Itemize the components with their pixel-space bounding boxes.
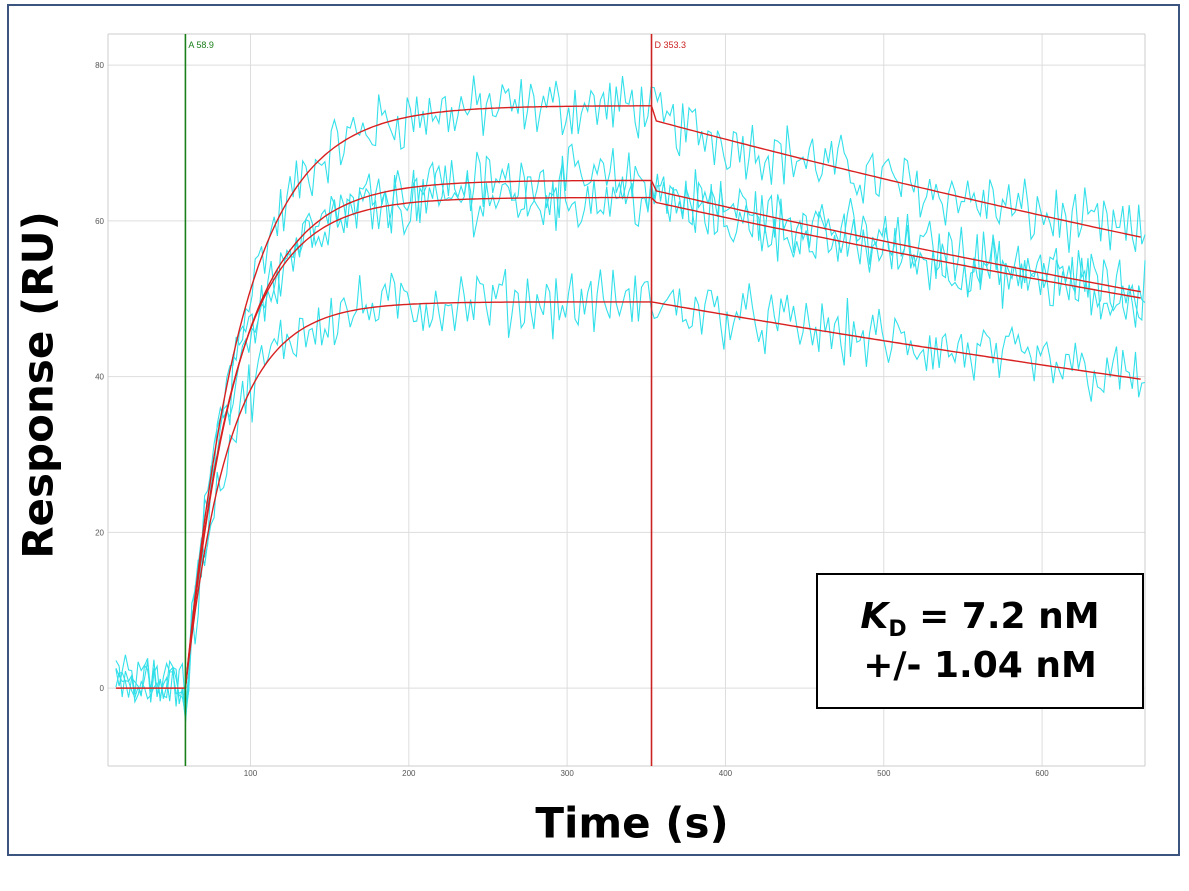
chart-frame: [7, 4, 1180, 856]
fit-dissociation-1: [650, 105, 1141, 238]
marker-label-2: D 353.3: [655, 40, 687, 50]
kd-value: = 7.2 nM: [906, 595, 1100, 637]
y-tick-label: 40: [95, 373, 104, 382]
fit-association-4: [184, 301, 652, 689]
raw-trace-4: [115, 268, 1146, 716]
axes: [107, 33, 1146, 767]
x-tick-label: 300: [560, 769, 574, 778]
kd-annotation-box: KD = 7.2 nM +/- 1.04 nM: [816, 573, 1144, 709]
x-tick-label: 500: [877, 769, 891, 778]
kd-subscript: D: [888, 616, 907, 642]
x-tick-label: 600: [1035, 769, 1049, 778]
x-tick-label: 100: [244, 769, 258, 778]
injection-markers: A 58.9 D 353.3: [184, 34, 687, 766]
y-tick-label: 60: [95, 217, 104, 226]
x-tick-label: 200: [402, 769, 416, 778]
fit-dissociation-2: [650, 180, 1141, 293]
tick-labels: 100 200 300 400 500 600 0 20 40 60 80: [95, 61, 1049, 778]
fit-association-3: [184, 196, 652, 689]
fit-association-2: [184, 179, 652, 689]
y-axis-label: Response (RU): [13, 211, 63, 559]
marker-label-1: A 58.9: [188, 40, 214, 50]
y-tick-label: 20: [95, 528, 104, 537]
raw-traces: [115, 75, 1146, 722]
kd-error-line: +/- 1.04 nM: [863, 645, 1097, 687]
x-tick-label: 400: [719, 769, 733, 778]
kd-value-line: KD = 7.2 nM: [860, 594, 1099, 644]
kd-symbol: K: [860, 595, 889, 637]
y-tick-label: 0: [100, 684, 105, 693]
raw-trace-2: [115, 143, 1146, 722]
x-axis-label: Time (s): [535, 798, 729, 848]
fit-association-1: [184, 105, 652, 689]
fit-dissociation-3: [650, 197, 1141, 299]
fit-curves: [115, 105, 1141, 689]
raw-trace-1: [115, 75, 1146, 709]
raw-trace-3: [115, 162, 1146, 710]
y-tick-label: 80: [95, 61, 104, 70]
fit-dissociation-4: [651, 301, 1141, 380]
